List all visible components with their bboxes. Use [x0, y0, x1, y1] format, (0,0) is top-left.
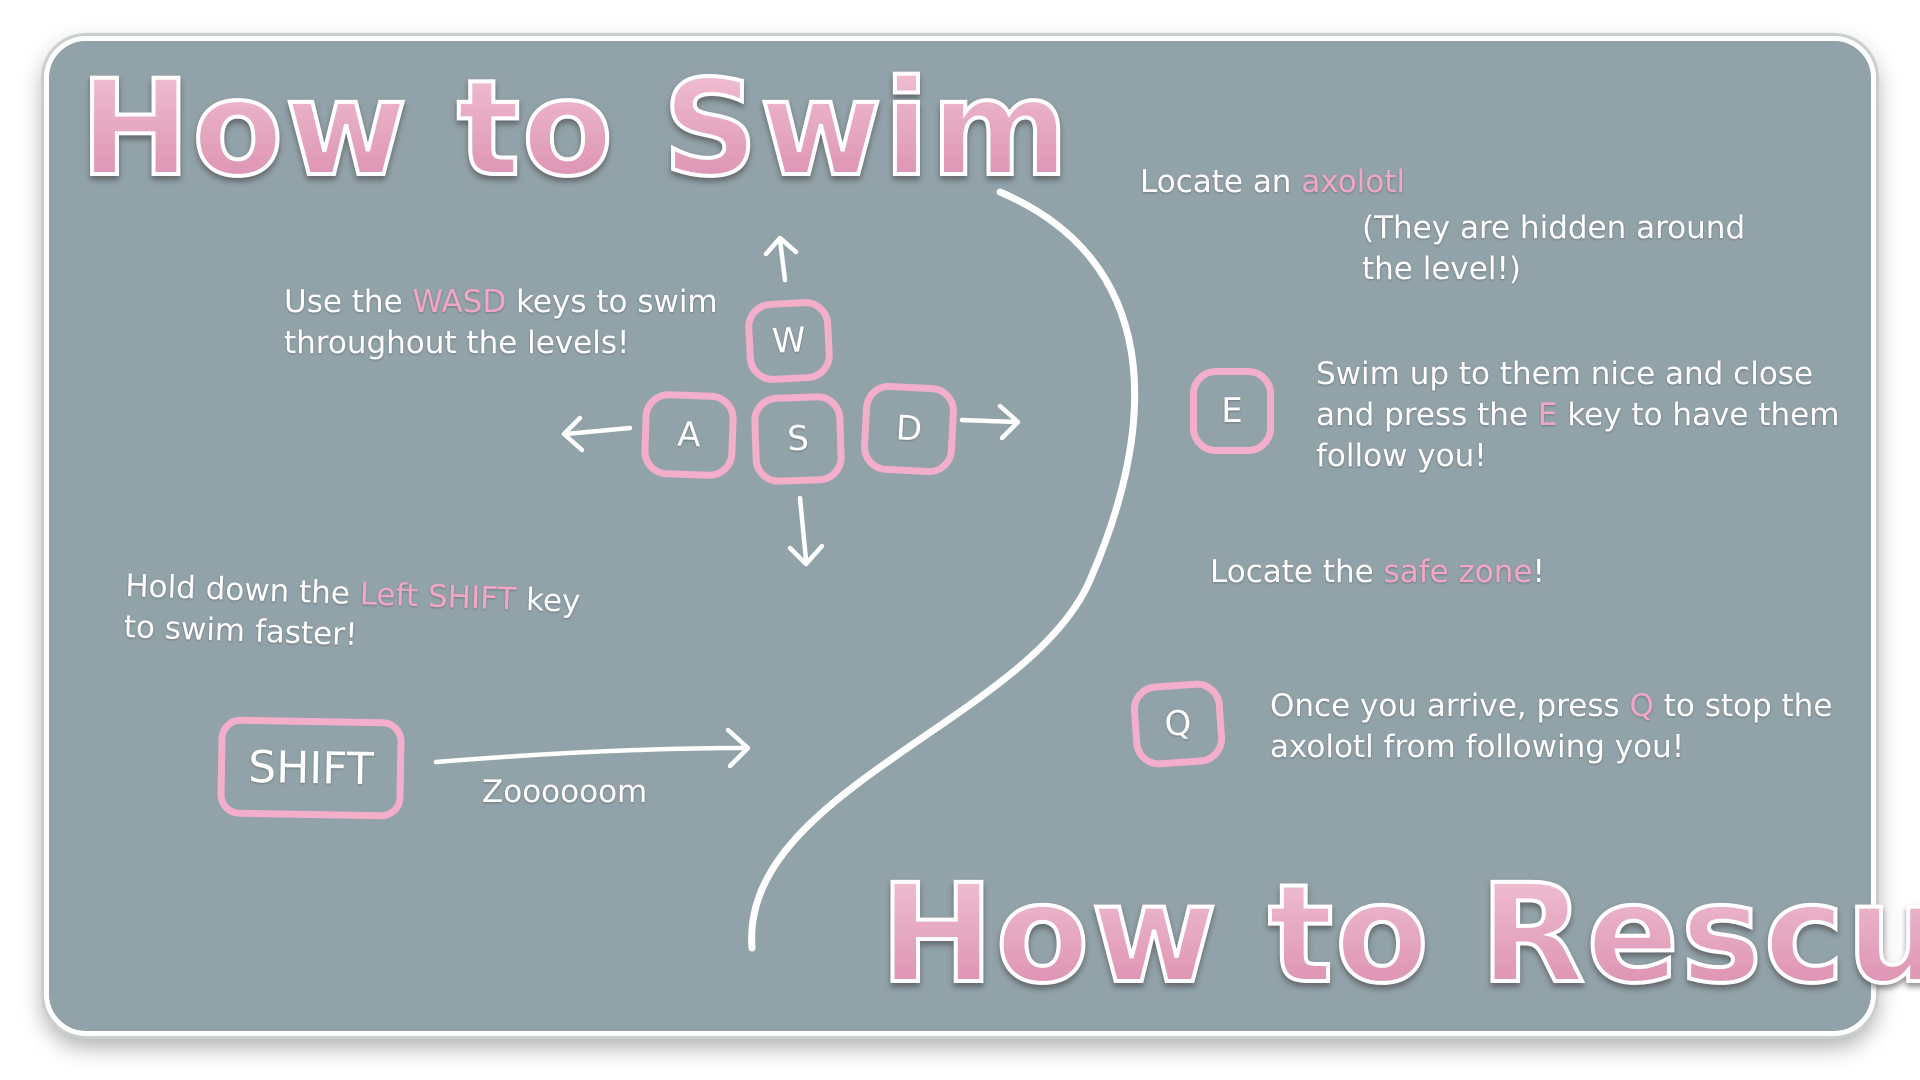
q-key-instruction: Once you arrive, press Q to stop the axo… — [1270, 686, 1832, 768]
q-key-instruction-line2: axolotl from following you! — [1270, 729, 1685, 765]
instructions-panel — [44, 36, 1876, 1036]
key-w: W — [743, 297, 835, 385]
zoom-label: Zoooooom — [482, 774, 648, 810]
how-to-rescue-title: How to Rescue — [878, 858, 1920, 1012]
arrow-right-icon — [959, 403, 1021, 441]
wasd-instruction-line1: Use the WASD keys to swim — [284, 284, 718, 320]
arrow-zoom-icon — [433, 727, 751, 769]
hidden-note-line2: the level!) — [1362, 251, 1521, 287]
safe-zone-text: Locate the safe zone! — [1210, 554, 1545, 590]
key-d: D — [859, 381, 959, 477]
how-to-swim-title: How to Swim — [78, 52, 1071, 206]
arrow-down-icon — [787, 495, 825, 567]
locate-axolotl-text: Locate an axolotl — [1140, 164, 1406, 200]
q-key-instruction-line1: Once you arrive, press Q to stop the — [1270, 688, 1833, 724]
key-a: A — [640, 390, 738, 480]
e-key-instruction-line1: Swim up to them nice and close — [1316, 356, 1814, 392]
shift-instruction: Hold down the Left SHIFT key to swim fas… — [123, 566, 581, 664]
wasd-instruction: Use the WASD keys to swim throughout the… — [284, 282, 718, 364]
e-key-instruction-line2: and press the E key to have them — [1316, 397, 1840, 433]
hidden-note: (They are hidden around the level!) — [1362, 208, 1745, 290]
wasd-instruction-line2: throughout the levels! — [284, 325, 630, 361]
key-e: E — [1190, 368, 1274, 454]
arrow-left-icon — [561, 415, 633, 453]
e-key-instruction: Swim up to them nice and close and press… — [1316, 354, 1839, 477]
hidden-note-line1: (They are hidden around — [1362, 210, 1746, 246]
divider-curve — [748, 188, 1139, 952]
key-shift: SHIFT — [217, 716, 405, 820]
arrow-up-icon — [763, 235, 799, 283]
key-q: Q — [1129, 678, 1227, 770]
e-key-instruction-line3: follow you! — [1316, 438, 1487, 474]
key-s: S — [750, 392, 846, 486]
